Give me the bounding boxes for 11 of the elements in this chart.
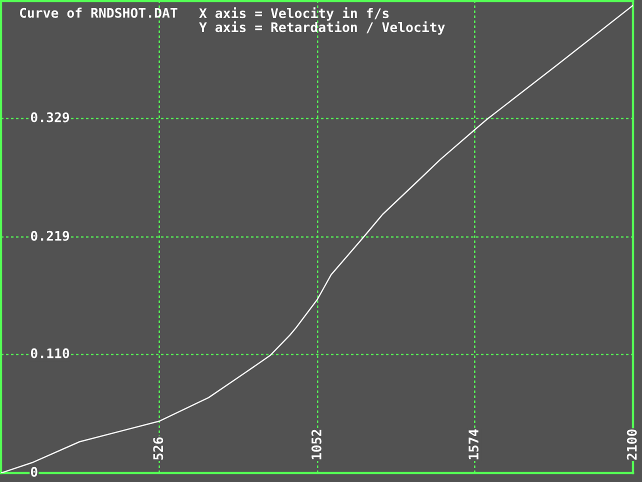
y-axis-title: Y axis = Retardation / Velocity (199, 21, 445, 35)
x-tick-label: 526 (153, 437, 164, 460)
y-tick-label: 0 (30, 466, 38, 477)
x-tick-label: 2100 (626, 430, 637, 460)
y-tick-label: 0.219 (30, 230, 70, 241)
y-tick-label: 0.329 (30, 112, 70, 122)
x-tick-label: 1574 (468, 429, 479, 460)
chart-title: Curve of RNDSHOT.DAT (20, 8, 178, 18)
x-tick-label: 1052 (311, 430, 322, 460)
y-tick-label: 0.110 (30, 348, 70, 358)
x-axis-title: X axis = Velocity in f/s (199, 7, 389, 21)
